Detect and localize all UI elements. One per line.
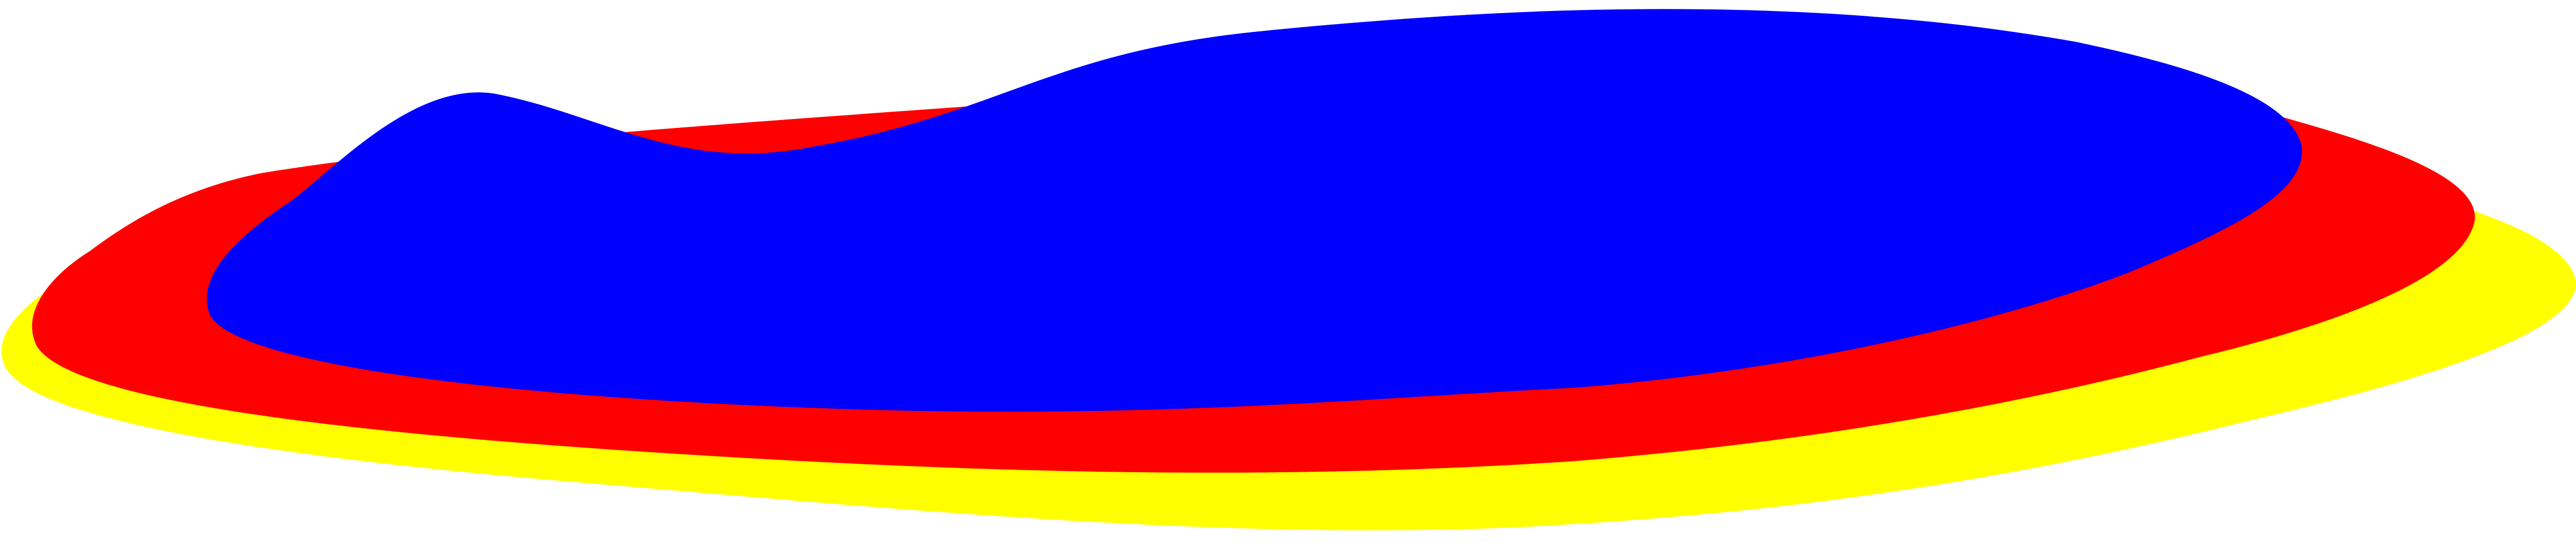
- blue-blob: [207, 9, 2302, 412]
